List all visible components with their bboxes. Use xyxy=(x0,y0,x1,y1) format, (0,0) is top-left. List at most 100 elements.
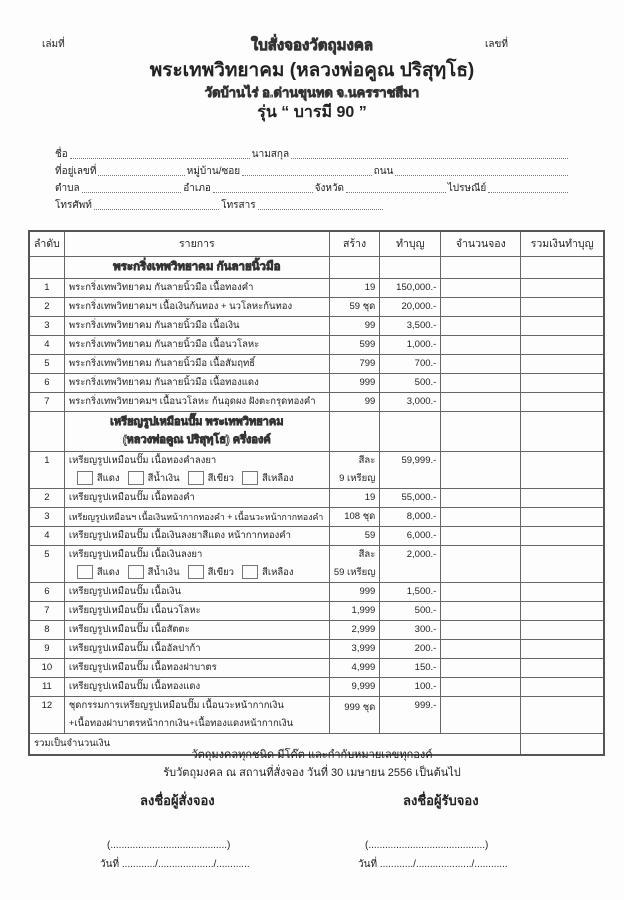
village-input[interactable] xyxy=(242,175,372,176)
quantity-cell[interactable] xyxy=(440,487,522,508)
quantity-cell[interactable] xyxy=(440,544,522,583)
row-number: 7 xyxy=(28,600,65,621)
table-row: 8 เหรียญรูปเหมือนปั๊ม เนื้อสัตตะ 2,999 300.… xyxy=(28,619,605,640)
donation-price: 150,000.- xyxy=(379,277,442,298)
made-count: 4,999 xyxy=(328,657,381,678)
orderer-date-line[interactable]: วันที่ ............/....................… xyxy=(100,859,250,870)
color-checkbox[interactable] xyxy=(187,470,204,485)
total-cell[interactable] xyxy=(520,372,605,393)
color-checkbox[interactable] xyxy=(242,564,259,579)
total-cell[interactable] xyxy=(520,277,605,298)
form-title: ใบสั่งจองวัตถุมงคล xyxy=(250,37,374,55)
total-cell[interactable] xyxy=(520,638,605,659)
row-number: 1 xyxy=(28,450,65,489)
row-number: 3 xyxy=(28,315,65,336)
table-row: 2 เหรียญรูปเหมือนปั๊ม เนื้อทองคำ 19 55,000.… xyxy=(28,487,605,508)
total-label: รวมเป็นจำนวนเงิน xyxy=(28,732,522,756)
donation-price: 55,000.- xyxy=(379,487,442,508)
quantity-cell[interactable] xyxy=(440,600,522,621)
orderer-signature-label: ลงชื่อผู้สั่งจอง xyxy=(140,793,215,808)
table-header-row: ลำดับ รายการ สร้าง ทำบุญ จำนวนจอง รวมเงิ… xyxy=(28,230,605,257)
color-checkbox[interactable] xyxy=(76,564,93,579)
quantity-cell[interactable] xyxy=(440,391,522,412)
donation-price: 300.- xyxy=(379,619,442,640)
total-cell[interactable] xyxy=(520,619,605,640)
donation-price: 999.- xyxy=(379,695,442,734)
total-cell[interactable] xyxy=(520,695,605,734)
quantity-cell[interactable] xyxy=(440,450,522,489)
footer-note-2: รับวัตถุมงคล ณ สถานที่สั่งจอง วันที่ 30 … xyxy=(163,767,461,779)
total-cell[interactable] xyxy=(520,506,605,527)
grand-total-cell[interactable] xyxy=(520,732,605,756)
subdistrict-input[interactable] xyxy=(81,192,182,193)
color-checkbox[interactable] xyxy=(127,470,144,485)
row-number: 4 xyxy=(28,525,65,546)
donation-price: 3,000.- xyxy=(379,391,442,412)
quantity-cell[interactable] xyxy=(440,506,522,527)
road-input[interactable] xyxy=(395,175,568,176)
orderer-name-line[interactable]: (.......................................… xyxy=(107,840,231,851)
province-input[interactable] xyxy=(346,192,446,193)
total-cell[interactable] xyxy=(520,315,605,336)
made-count: 108 ชุด xyxy=(328,506,381,527)
total-cell[interactable] xyxy=(520,676,605,697)
district-input[interactable] xyxy=(212,192,313,193)
color-checkbox[interactable] xyxy=(187,564,204,579)
total-cell[interactable] xyxy=(520,525,605,546)
total-cell[interactable] xyxy=(520,296,605,317)
quantity-cell[interactable] xyxy=(440,676,522,697)
surname-input[interactable] xyxy=(291,158,568,159)
quantity-cell[interactable] xyxy=(440,619,522,640)
total-cell[interactable] xyxy=(520,334,605,355)
quantity-cell[interactable] xyxy=(440,315,522,336)
postcode-label: ไปรษณีย์ xyxy=(447,183,487,194)
name-input[interactable] xyxy=(69,158,250,159)
total-cell[interactable] xyxy=(520,487,605,508)
made-count: 599 xyxy=(328,334,381,355)
table-row: 7 พระกริ่งเทพวิทยาคมฯ เนื้อนวโลหะ ก้นอุดผ… xyxy=(28,391,605,412)
total-cell[interactable] xyxy=(520,450,605,489)
item-name: เหรียญรูปเหมือนปั๊ม เนื้อสัตตะ xyxy=(63,619,330,640)
col-header: ลำดับ xyxy=(28,230,65,257)
phone-input[interactable] xyxy=(93,209,220,210)
made-count: 1,999 xyxy=(328,600,381,621)
total-cell[interactable] xyxy=(520,600,605,621)
quantity-cell[interactable] xyxy=(440,353,522,374)
item-name: เหรียญรูปเหมือนปั๊ม เนื้อเงิน xyxy=(63,581,330,602)
total-cell[interactable] xyxy=(520,544,605,583)
item-name: เหรียญรูปเหมือนฯ เนื้อเงินหน้ากากทองคำ +… xyxy=(63,506,330,527)
quantity-cell[interactable] xyxy=(440,296,522,317)
table-row: 5 เหรียญรูปเหมือนปั๊ม เนื้อเงินลงยา สีแดงส… xyxy=(28,544,605,583)
section-title: เหรียญรูปเหมือนปั๊ม พระเทพวิทยาคม xyxy=(110,416,284,429)
color-label: สีแดง xyxy=(96,472,120,484)
quantity-cell[interactable] xyxy=(440,372,522,393)
road-label: ถนน xyxy=(373,166,394,177)
postcode-input[interactable] xyxy=(488,192,568,193)
donation-price: 1,500.- xyxy=(379,581,442,602)
quantity-cell[interactable] xyxy=(440,581,522,602)
table-row: 4 พระกริ่งเทพวิทยาคม กันลายนิ้วมือ เนื้อน… xyxy=(28,334,605,355)
total-cell[interactable] xyxy=(520,657,605,678)
quantity-cell[interactable] xyxy=(440,277,522,298)
fax-label: โทรสาร xyxy=(221,200,256,211)
color-checkbox[interactable] xyxy=(242,470,259,485)
color-checkbox[interactable] xyxy=(76,470,93,485)
quantity-cell[interactable] xyxy=(440,525,522,546)
color-label: สีเหลือง xyxy=(262,472,294,484)
address-input[interactable] xyxy=(98,175,185,176)
quantity-cell[interactable] xyxy=(440,638,522,659)
total-cell[interactable] xyxy=(520,353,605,374)
color-checkbox[interactable] xyxy=(127,564,144,579)
quantity-cell[interactable] xyxy=(440,695,522,734)
made-count: 2,999 xyxy=(328,619,381,640)
total-cell[interactable] xyxy=(520,581,605,602)
receiver-date-line[interactable]: วันที่ ............/....................… xyxy=(358,859,508,870)
fax-input[interactable] xyxy=(257,209,383,210)
receiver-name-line[interactable]: (.......................................… xyxy=(365,840,489,851)
donation-price: 20,000.- xyxy=(379,296,442,317)
quantity-cell[interactable] xyxy=(440,334,522,355)
total-cell[interactable] xyxy=(520,391,605,412)
section-row: เหรียญรูปเหมือนปั๊ม พระเทพวิทยาคม (หลวงพ่… xyxy=(28,410,605,452)
quantity-cell[interactable] xyxy=(440,657,522,678)
item-name: พระกริ่งเทพวิทยาคม กันลายนิ้วมือ เนื้อสั… xyxy=(63,353,330,374)
